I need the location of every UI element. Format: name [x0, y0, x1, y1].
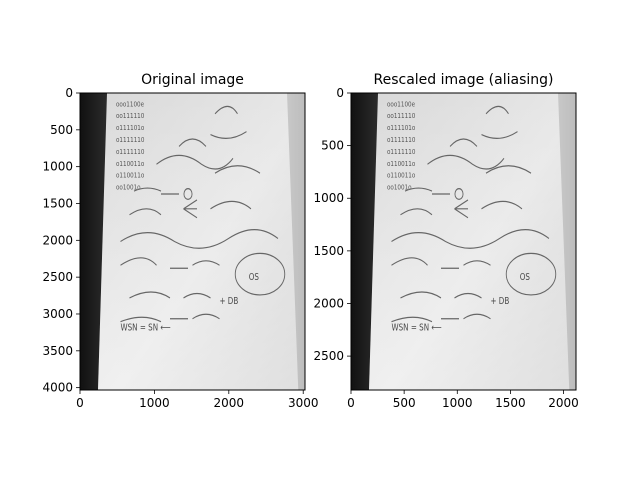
y-tick-label-1: 3500 [42, 344, 73, 358]
x-tick-label-1: 0 [76, 396, 84, 410]
y-tick-label-2: 1000 [313, 191, 344, 205]
y-tick-label-1: 4000 [42, 381, 73, 395]
image-panel-1: Original image 0 1000 2000 3000 0 500 1000 1500 2… [42, 72, 318, 410]
y-tick-label-1: 1500 [42, 196, 73, 210]
x-tick-label-1: 3000 [288, 396, 319, 410]
y-tick-label-2: 2500 [313, 349, 344, 363]
axes-title-2: Rescaled image (aliasing) [374, 72, 554, 88]
x-tick-label-2: 500 [393, 396, 416, 410]
image-display-1 [80, 93, 305, 390]
x-tick-label-2: 1500 [495, 396, 526, 410]
x-tick-label-2: 2000 [548, 396, 579, 410]
x-tick-label-1: 1000 [139, 396, 170, 410]
y-tick-label-2: 2000 [313, 296, 344, 310]
y-tick-label-1: 2000 [42, 233, 73, 247]
y-tick-label-1: 2500 [42, 270, 73, 284]
y-tick-label-1: 500 [50, 123, 73, 137]
x-tick-label-2: 1000 [442, 396, 473, 410]
x-tick-label-1: 2000 [214, 396, 245, 410]
x-tick-label-2: 0 [347, 396, 355, 410]
image-panel-2: Rescaled image (aliasing) 0 500 1000 1500 200… [313, 72, 578, 410]
y-tick-label-1: 3000 [42, 307, 73, 321]
image-display-2 [351, 93, 576, 390]
y-tick-label-2: 500 [321, 139, 344, 153]
axes-title-1: Original image [141, 72, 244, 88]
y-tick-label-1: 1000 [42, 160, 73, 174]
y-tick-label-1: 0 [65, 86, 73, 100]
y-tick-label-2: 0 [336, 86, 344, 100]
y-tick-label-2: 1500 [313, 244, 344, 258]
